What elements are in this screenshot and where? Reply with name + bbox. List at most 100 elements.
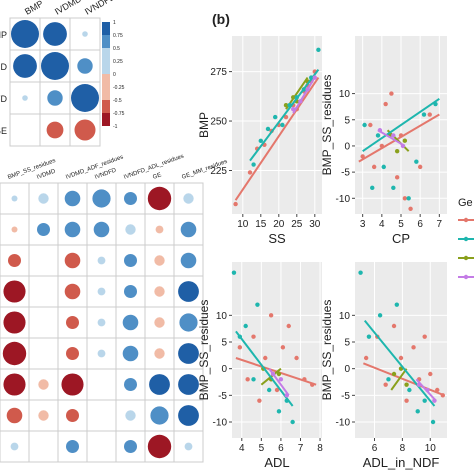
correlation-circle — [124, 440, 137, 453]
data-point — [422, 398, 427, 403]
data-point — [283, 114, 289, 120]
data-point — [366, 334, 372, 339]
x-tick-label: 4 — [239, 443, 245, 454]
data-point — [391, 133, 396, 138]
correlation-circle — [150, 406, 169, 425]
correlation-circle — [184, 442, 193, 451]
data-point — [430, 419, 436, 425]
correlation-circle — [122, 345, 139, 362]
correlation-circle — [125, 224, 136, 235]
data-point — [389, 91, 394, 96]
correlation-circle — [41, 52, 69, 80]
data-point — [245, 377, 250, 382]
colorbar-tick-label: 0.5 — [113, 46, 120, 52]
data-point — [398, 355, 404, 361]
data-point — [268, 313, 274, 318]
y-axis-title: BMP_SS_residues — [197, 300, 211, 401]
y-tick-label: 250 — [210, 117, 227, 128]
correlation-circle — [10, 442, 19, 451]
y-tick-label: 10 — [339, 311, 351, 322]
colorbar-tick-label: 0.75 — [113, 33, 123, 39]
y-tick-label: 5 — [344, 338, 350, 349]
x-tick-label: 3 — [360, 219, 366, 230]
x-axis-title: ADL — [264, 455, 289, 470]
fit-line — [234, 76, 320, 201]
correlation-circle — [147, 186, 172, 211]
fit-line — [362, 362, 445, 397]
correlation-circle — [11, 195, 18, 202]
correlation-circle — [97, 287, 106, 296]
colorbar-segment — [102, 87, 110, 100]
plot-background — [355, 262, 447, 438]
x-tick-label: 10 — [237, 219, 249, 230]
correlation-circle — [154, 255, 165, 266]
x-tick-label: 6 — [278, 443, 284, 454]
x-tick-label: 5 — [259, 443, 265, 454]
data-point — [290, 419, 295, 425]
data-point — [286, 323, 291, 329]
scatter-panel: 10 15 20 25 30 225 250 275 SS BMP — [197, 36, 322, 246]
fit-line — [235, 357, 317, 386]
correlation-circle — [97, 256, 106, 265]
data-point — [394, 175, 400, 180]
y-axis-title: BMP_SS_residues — [320, 300, 334, 401]
y-tick-label: 5 — [221, 338, 227, 349]
x-axis-title: ADL_in_NDF — [363, 455, 440, 470]
legend-keys — [458, 217, 474, 280]
correlation-circle — [77, 58, 93, 74]
data-point — [251, 334, 256, 339]
correlation-circle — [154, 286, 165, 297]
correlation-circle — [11, 20, 39, 48]
data-point — [276, 409, 282, 414]
correlation-circle — [37, 223, 50, 236]
data-point — [370, 185, 375, 191]
correlation-circle — [66, 347, 79, 360]
fit-line — [377, 129, 406, 147]
data-point — [415, 409, 420, 414]
correlation-circle — [3, 311, 26, 334]
correlation-circle — [125, 410, 136, 421]
data-point — [377, 313, 383, 318]
correlation-circle — [64, 221, 81, 238]
data-point — [421, 112, 427, 117]
legend-key-point — [463, 255, 469, 261]
correlation-circle — [2, 341, 27, 366]
correlation-circle — [74, 119, 96, 141]
data-point — [402, 138, 408, 143]
correlation-circle — [124, 378, 137, 391]
data-point — [394, 302, 400, 307]
data-point — [404, 398, 409, 403]
correlation-circle — [122, 314, 139, 331]
x-tick-label: 8 — [400, 443, 406, 454]
data-point — [428, 371, 433, 377]
colorbar-segment — [102, 113, 110, 126]
data-point — [363, 355, 369, 361]
x-tick-label: 7 — [437, 219, 443, 230]
data-point — [427, 112, 432, 117]
correlation-circle — [183, 193, 194, 204]
correlation-circle — [179, 313, 198, 332]
correlation-circle — [147, 434, 172, 459]
data-point — [411, 345, 416, 350]
x-axis-title: CP — [392, 231, 410, 246]
correlation-circle — [92, 189, 111, 208]
correlation-circle — [47, 90, 63, 106]
data-point — [266, 387, 272, 393]
correlation-circle — [154, 317, 165, 328]
data-point — [394, 148, 400, 154]
fit-line — [268, 368, 290, 396]
data-point — [233, 201, 238, 207]
data-point — [251, 162, 256, 167]
data-point — [368, 122, 373, 128]
scatter-panel: 4 5 6 7 8 -10 -5 0 5 10 ADL BMP_SS_residues — [197, 262, 323, 470]
colorbar-tick-label: 0.25 — [113, 59, 123, 65]
data-point — [407, 387, 412, 393]
matrix-row-label: IVDMD — [0, 62, 8, 72]
correlation-circle — [178, 405, 199, 426]
correlation-circle — [22, 95, 28, 101]
data-point — [257, 398, 262, 403]
correlation-circle — [180, 221, 197, 238]
data-point — [294, 355, 299, 361]
